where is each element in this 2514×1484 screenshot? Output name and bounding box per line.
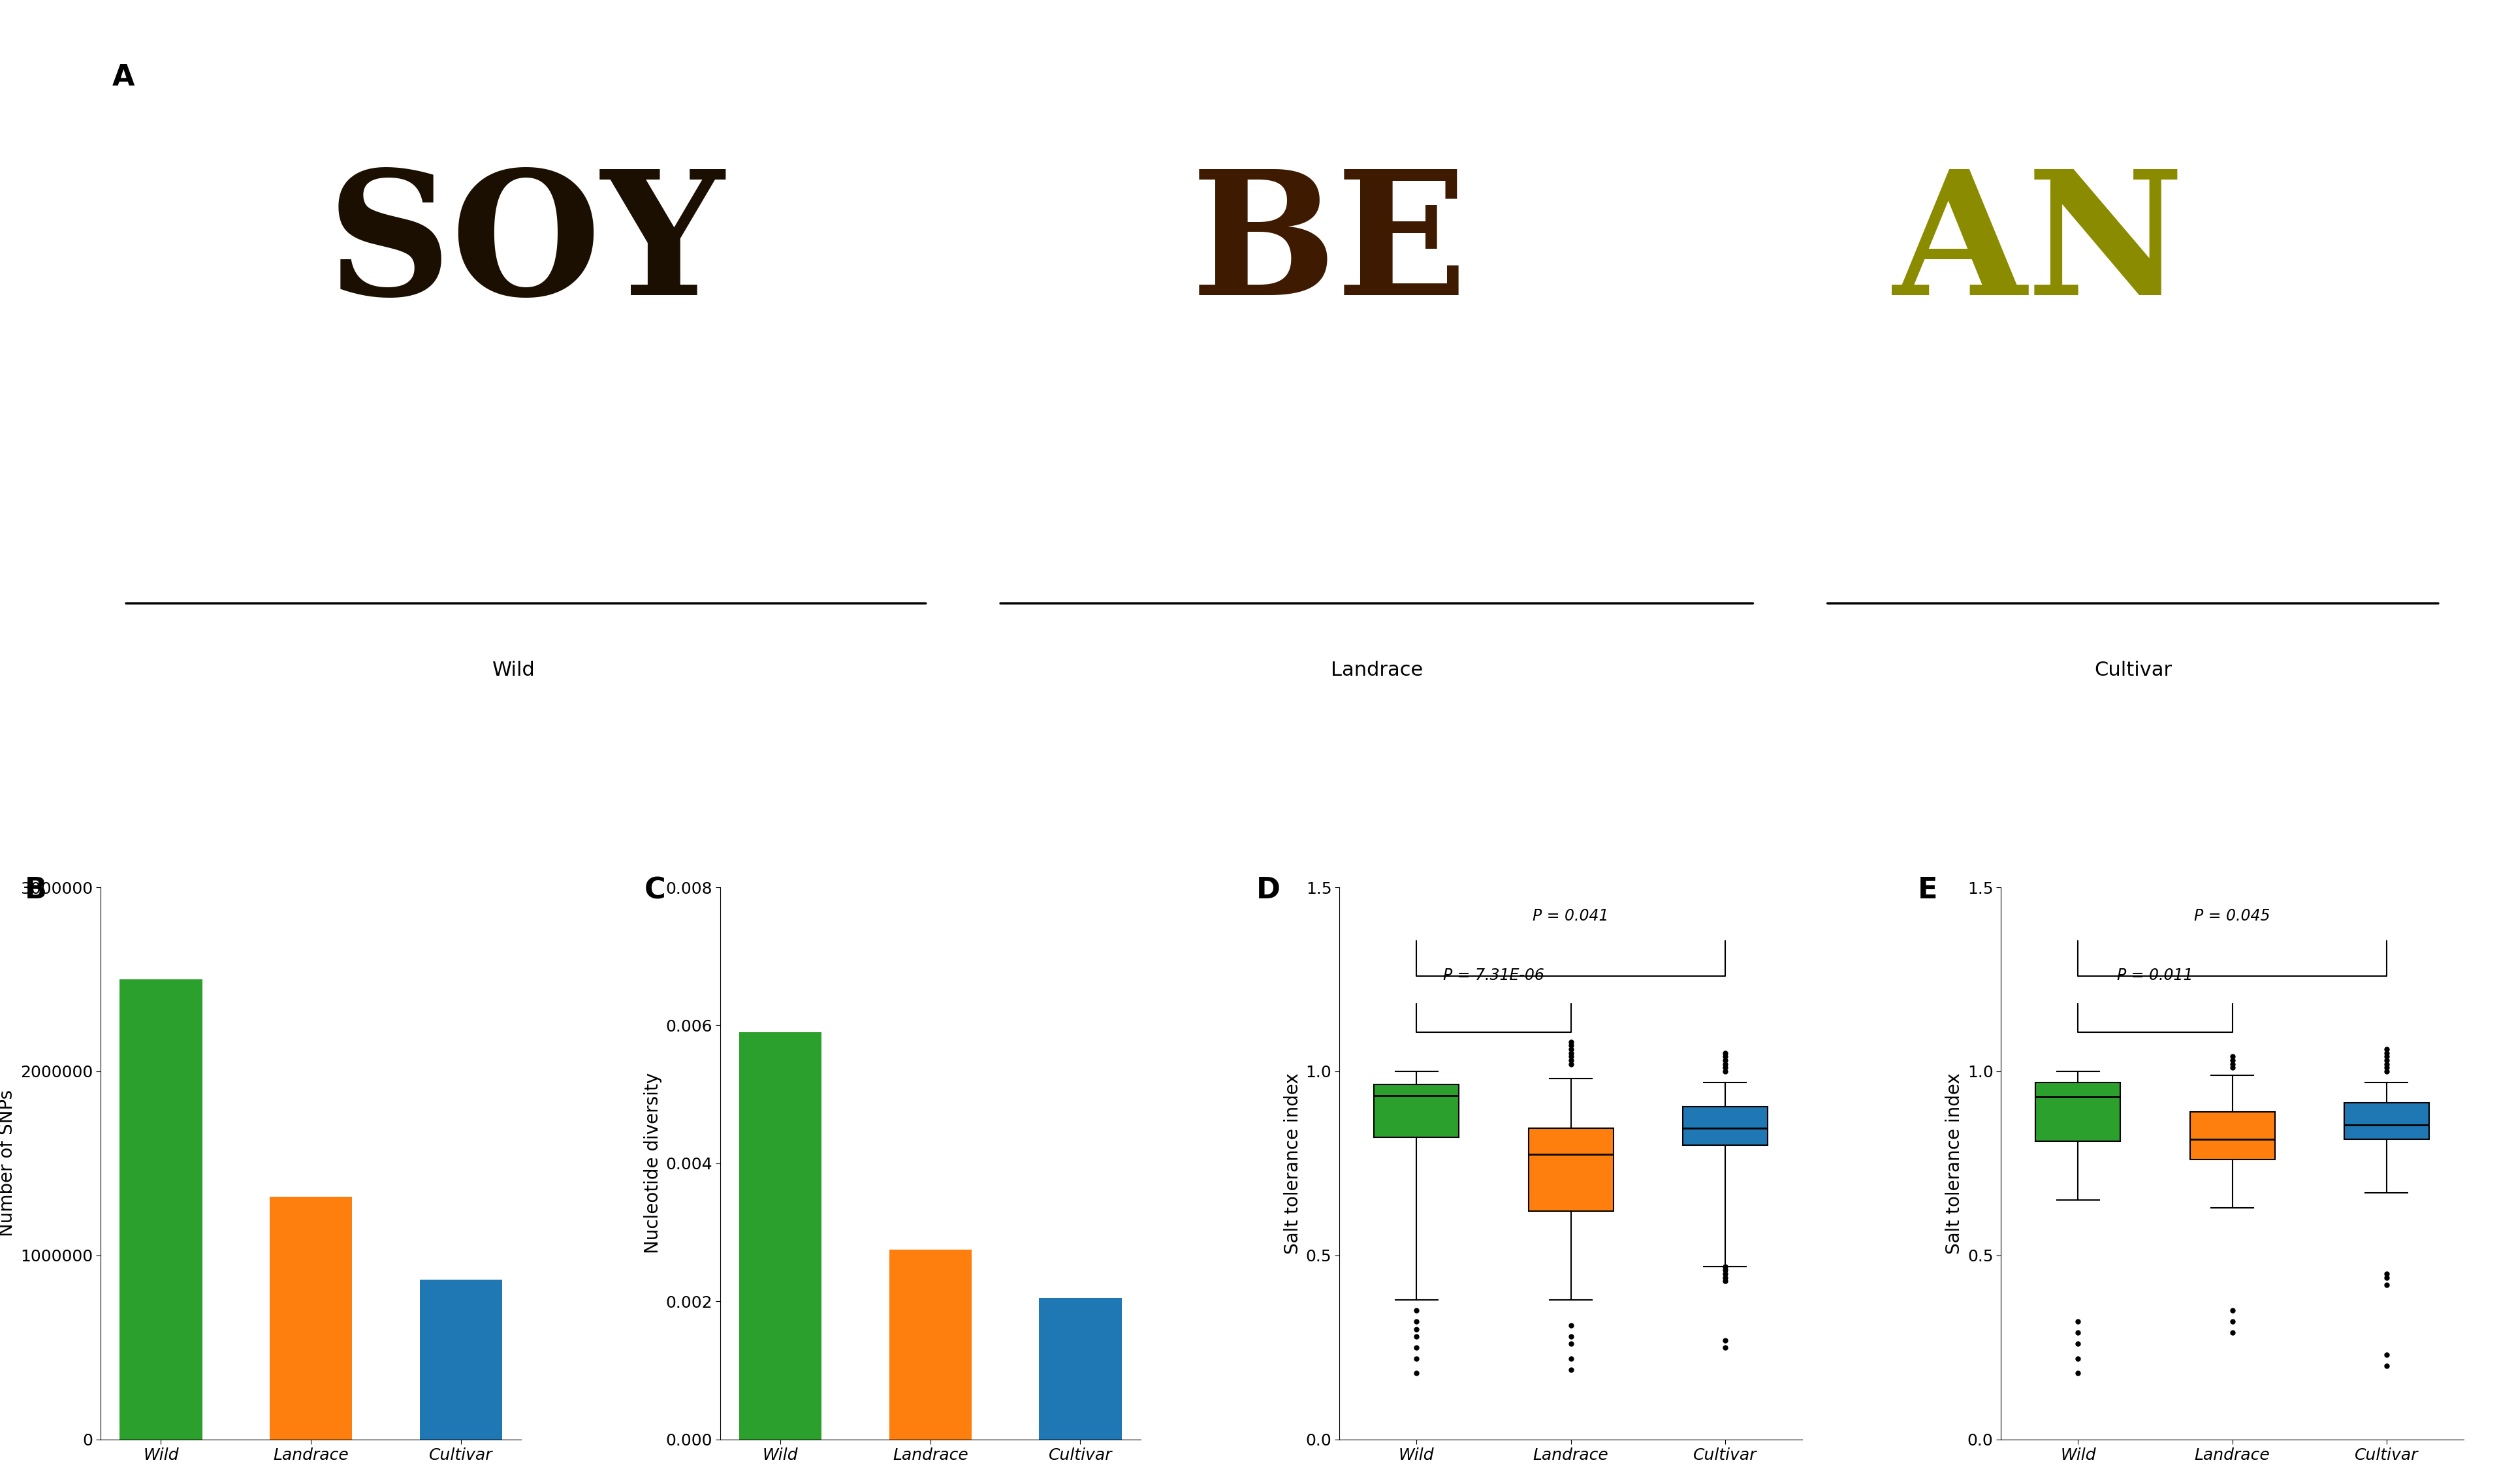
Point bbox=[1551, 1030, 1591, 1054]
Y-axis label: Salt tolerance index: Salt tolerance index bbox=[1946, 1073, 1963, 1254]
Text: P = 0.011: P = 0.011 bbox=[2117, 968, 2192, 982]
Text: P = 7.31E-06: P = 7.31E-06 bbox=[1443, 968, 1544, 982]
Point bbox=[1551, 1325, 1591, 1349]
Point bbox=[2212, 1055, 2253, 1079]
Point bbox=[2059, 1361, 2099, 1385]
Bar bbox=[739, 1033, 822, 1439]
Bar bbox=[420, 1279, 503, 1439]
Point bbox=[2212, 1321, 2253, 1345]
Text: Cultivar: Cultivar bbox=[2094, 660, 2172, 680]
Point bbox=[1395, 1361, 1435, 1385]
Text: Wild: Wild bbox=[493, 660, 535, 680]
Point bbox=[1704, 1055, 1745, 1079]
Point bbox=[2366, 1042, 2406, 1066]
Y-axis label: Salt tolerance index: Salt tolerance index bbox=[1285, 1073, 1302, 1254]
Text: BE: BE bbox=[1192, 165, 1468, 331]
Point bbox=[1551, 1333, 1591, 1356]
Point bbox=[1551, 1358, 1591, 1382]
Y-axis label: Number of SNPs: Number of SNPs bbox=[0, 1089, 18, 1236]
Point bbox=[2212, 1048, 2253, 1071]
Point bbox=[2366, 1266, 2406, 1290]
PathPatch shape bbox=[2036, 1082, 2119, 1141]
Point bbox=[1395, 1318, 1435, 1342]
Point bbox=[2366, 1273, 2406, 1297]
Text: A: A bbox=[113, 64, 136, 92]
Text: Landrace: Landrace bbox=[1330, 660, 1423, 680]
Point bbox=[2212, 1052, 2253, 1076]
Point bbox=[1395, 1325, 1435, 1349]
Text: D: D bbox=[1257, 876, 1280, 904]
Point bbox=[1551, 1045, 1591, 1068]
Text: C: C bbox=[644, 876, 666, 904]
Point bbox=[1551, 1346, 1591, 1370]
Text: B: B bbox=[25, 876, 48, 904]
Point bbox=[1704, 1048, 1745, 1071]
Text: E: E bbox=[1918, 876, 1938, 904]
Point bbox=[2212, 1298, 2253, 1322]
Point bbox=[2366, 1343, 2406, 1367]
Bar bbox=[121, 979, 201, 1439]
Point bbox=[2059, 1333, 2099, 1356]
Point bbox=[2059, 1321, 2099, 1345]
Point bbox=[2366, 1353, 2406, 1377]
Point bbox=[1551, 1313, 1591, 1337]
PathPatch shape bbox=[2190, 1112, 2275, 1159]
Point bbox=[1704, 1266, 1745, 1290]
Point bbox=[1395, 1298, 1435, 1322]
Text: SOY: SOY bbox=[327, 165, 724, 331]
Point bbox=[1551, 1037, 1591, 1061]
Point bbox=[1704, 1261, 1745, 1285]
Point bbox=[1704, 1328, 1745, 1352]
Point bbox=[2212, 1045, 2253, 1068]
Text: P = 0.041: P = 0.041 bbox=[1534, 908, 1609, 925]
Point bbox=[1704, 1258, 1745, 1282]
PathPatch shape bbox=[1682, 1107, 1767, 1146]
Point bbox=[2366, 1060, 2406, 1083]
Bar bbox=[1038, 1298, 1121, 1439]
Point bbox=[2366, 1052, 2406, 1076]
Bar bbox=[269, 1196, 352, 1439]
Point bbox=[2366, 1048, 2406, 1071]
PathPatch shape bbox=[2343, 1103, 2429, 1140]
Point bbox=[2059, 1346, 2099, 1370]
PathPatch shape bbox=[1529, 1128, 1614, 1211]
Point bbox=[1704, 1254, 1745, 1278]
Point bbox=[1395, 1346, 1435, 1370]
Point bbox=[2366, 1037, 2406, 1061]
Y-axis label: Nucleotide diversity: Nucleotide diversity bbox=[644, 1073, 661, 1254]
Bar bbox=[890, 1250, 970, 1439]
Point bbox=[1704, 1336, 1745, 1359]
Point bbox=[1551, 1034, 1591, 1058]
Point bbox=[2366, 1045, 2406, 1068]
PathPatch shape bbox=[1375, 1085, 1458, 1138]
Point bbox=[2212, 1310, 2253, 1334]
Point bbox=[1395, 1310, 1435, 1334]
Point bbox=[1395, 1336, 1435, 1359]
Point bbox=[1704, 1042, 1745, 1066]
Point bbox=[2366, 1261, 2406, 1285]
Text: P = 0.045: P = 0.045 bbox=[2195, 908, 2270, 925]
Point bbox=[1704, 1269, 1745, 1293]
Point bbox=[2366, 1055, 2406, 1079]
Point bbox=[1704, 1060, 1745, 1083]
Text: AN: AN bbox=[1893, 165, 2185, 331]
Point bbox=[1704, 1045, 1745, 1068]
Point bbox=[1704, 1052, 1745, 1076]
Point bbox=[1551, 1048, 1591, 1071]
Point bbox=[1551, 1042, 1591, 1066]
Point bbox=[1551, 1052, 1591, 1076]
Point bbox=[2059, 1310, 2099, 1334]
